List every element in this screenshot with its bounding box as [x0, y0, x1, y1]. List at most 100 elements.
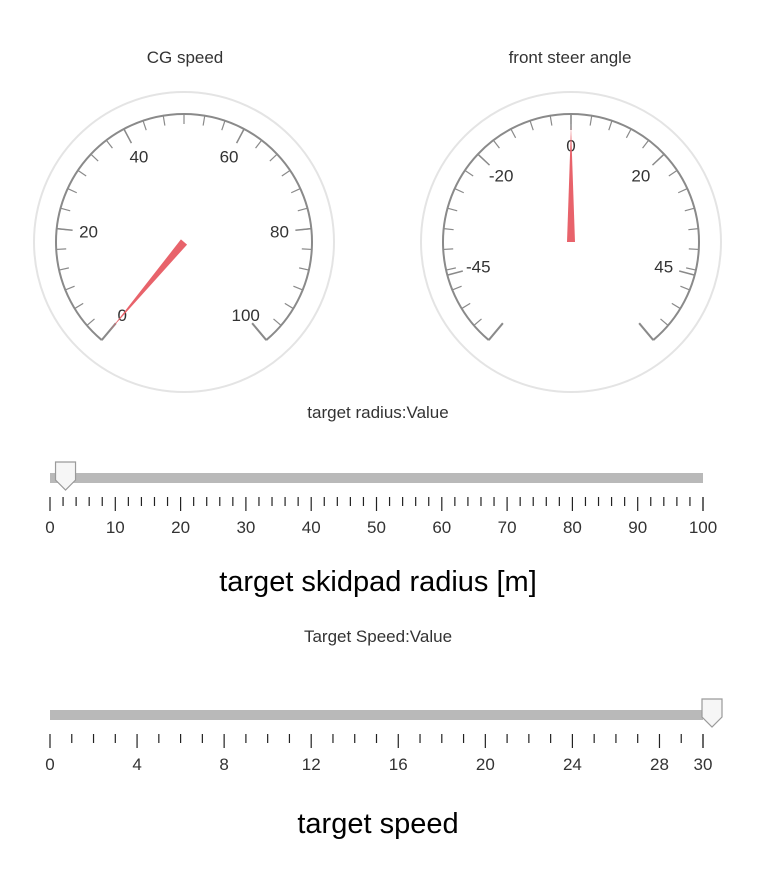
- gauge-tick-label: 40: [129, 148, 148, 167]
- target-speed-slider[interactable]: 0 4 8 12 16 20 24 28 30: [0, 692, 768, 782]
- gauge-tick-label: -20: [489, 167, 514, 186]
- slider-track[interactable]: [50, 710, 703, 720]
- gauge-tick: [301, 248, 312, 251]
- gauge-tick: [529, 120, 534, 131]
- slider-tick-label: 4: [132, 755, 141, 774]
- gauge-tick: [671, 302, 681, 310]
- gauge-tick: [473, 318, 482, 326]
- gauge-tick: [90, 153, 99, 162]
- gauge-needle: [109, 239, 188, 331]
- gauge-tick: [445, 267, 457, 271]
- slider-tick-label: 0: [45, 518, 54, 537]
- gauge-major-tick: [123, 128, 133, 144]
- gauge-major-tick: [295, 227, 312, 232]
- gauge-tick: [269, 153, 278, 162]
- gauge-tick: [443, 248, 454, 251]
- target-radius-slider[interactable]: 0 10 20 30 40 50 60 70 80 90 100: [0, 455, 768, 545]
- gauge-tick-label: 45: [654, 257, 673, 276]
- gauge-needle: [567, 126, 575, 242]
- gauge-tick: [642, 139, 650, 149]
- gauge-tick: [684, 207, 695, 212]
- slider-tick-label: 70: [498, 518, 517, 537]
- gauge-tick: [688, 248, 699, 251]
- slider-tick-label: 30: [236, 518, 255, 537]
- gauge-tick: [680, 285, 690, 291]
- slider-track[interactable]: [50, 473, 703, 483]
- gauge-tick: [677, 188, 688, 194]
- gauge-tick-label: 20: [631, 167, 650, 186]
- gauge-tick-label: 80: [270, 222, 289, 241]
- gauge-tick: [67, 188, 78, 194]
- gauge-tick: [443, 228, 454, 231]
- slider-header-target-radius: target radius:Value: [307, 403, 449, 422]
- gauge-tick: [660, 318, 669, 326]
- slider-tick-label: 24: [563, 755, 582, 774]
- gauge-tick: [549, 115, 553, 126]
- gauge-tick: [685, 267, 697, 271]
- slider-thumb[interactable]: [701, 698, 723, 728]
- gauge-tick: [608, 120, 613, 131]
- slider-tick-label: 12: [302, 755, 321, 774]
- gauge-tick: [510, 128, 517, 139]
- gauge-tick: [202, 115, 206, 126]
- gauge-tick: [589, 115, 593, 126]
- slider-header-target-speed: Target Speed:Value: [303, 627, 453, 646]
- gauge-tick-label: 20: [79, 222, 98, 241]
- gauge-tick: [464, 169, 474, 177]
- gauge-tick: [60, 207, 71, 212]
- slider-tick-label: 30: [694, 755, 713, 774]
- slider-tick-label: 28: [650, 755, 669, 774]
- gauge-tick: [273, 318, 282, 326]
- slider-tick-label: 20: [171, 518, 190, 537]
- slider-caption-target-speed: target speed: [297, 808, 459, 840]
- gauge-tick: [492, 139, 500, 149]
- slider-tick-label: 0: [45, 755, 54, 774]
- slider-tick-label: 16: [389, 755, 408, 774]
- gauge-tick: [74, 302, 84, 310]
- slider-caption-target-radius: target skidpad radius [m]: [219, 566, 537, 598]
- slider-tick-label: 10: [106, 518, 125, 537]
- gauge-tick: [221, 120, 226, 131]
- slider-thumb[interactable]: [54, 461, 77, 491]
- gauge-tick: [488, 332, 496, 341]
- gauge-tick: [625, 128, 632, 139]
- gauge-tick-label: 60: [220, 148, 239, 167]
- gauge-tick: [290, 188, 301, 194]
- gauge-tick: [298, 267, 310, 271]
- slider-tick-label: 80: [563, 518, 582, 537]
- slider-tick-label: 50: [367, 518, 386, 537]
- gauge-tick: [452, 285, 462, 291]
- gauge-tick: [255, 139, 263, 149]
- gauge-tick: [162, 115, 166, 126]
- gauge-tick: [297, 207, 308, 212]
- gauge-major-tick: [56, 227, 73, 232]
- slider-tick-label: 20: [476, 755, 495, 774]
- gauge-tick: [281, 169, 291, 177]
- slider-tick-label: 8: [219, 755, 228, 774]
- gauge-major-tick: [255, 327, 267, 341]
- gauge-tick-label: -45: [466, 257, 491, 276]
- gauge-title-front-steer-angle: front steer angle: [508, 48, 632, 67]
- gauge-major-tick: [477, 153, 491, 166]
- gauge-tick: [454, 188, 465, 194]
- gauge-major-tick: [678, 270, 695, 276]
- gauge-tick: [65, 285, 75, 291]
- gauge-tick: [284, 302, 294, 310]
- gauge-tick: [447, 207, 458, 212]
- slider-tick-label: 40: [302, 518, 321, 537]
- gauge-tick: [86, 318, 95, 326]
- gauge-tick: [77, 169, 87, 177]
- gauge-tick: [668, 169, 678, 177]
- gauge-tick-label: 100: [232, 306, 260, 325]
- gauge-tick: [461, 302, 471, 310]
- slider-tick-label: 100: [689, 518, 717, 537]
- gauge-major-tick: [235, 128, 245, 144]
- gauge-tick: [58, 267, 70, 271]
- slider-tick-label: 90: [628, 518, 647, 537]
- gauge-tick: [688, 228, 699, 231]
- gauge-tick: [646, 332, 654, 341]
- gauge-major-tick: [651, 153, 665, 166]
- gauge-tick: [142, 120, 147, 131]
